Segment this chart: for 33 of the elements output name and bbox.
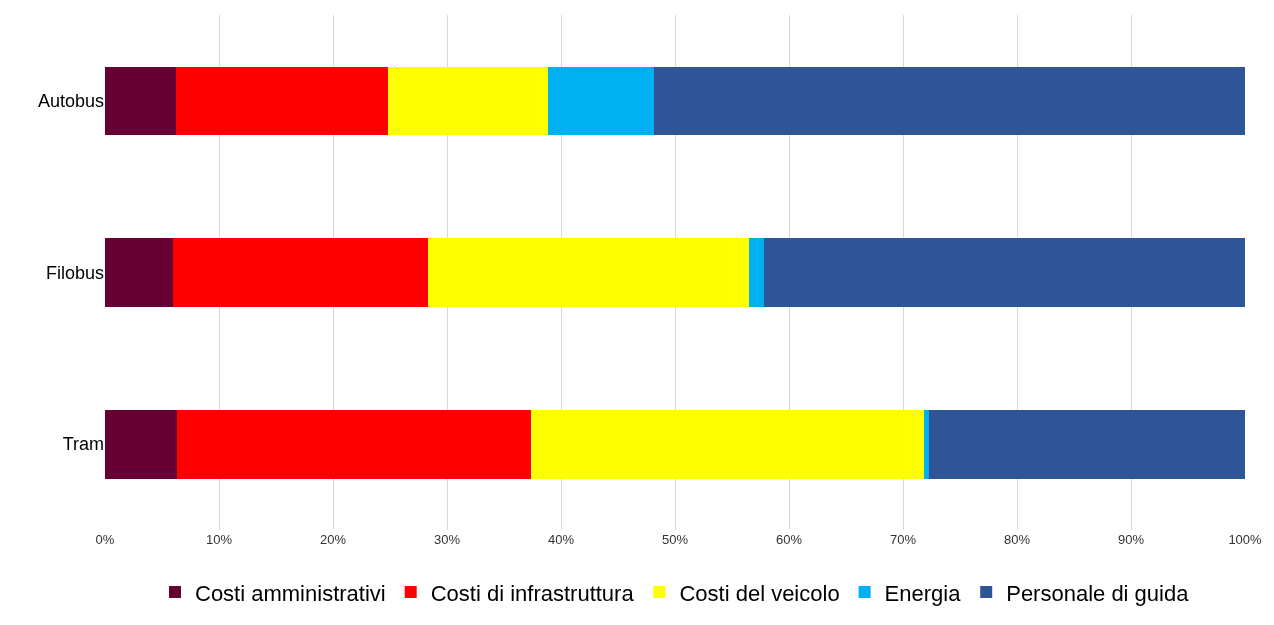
x-tick-label: 70%	[889, 532, 917, 547]
bar	[929, 409, 1245, 479]
x-tick-label: 50%	[661, 532, 689, 547]
legend-label: Personale di guida	[1006, 580, 1190, 606]
x-tick-label: 20%	[319, 532, 347, 547]
y-tick-label: Tram	[62, 434, 104, 455]
x-tick-label: 30%	[433, 532, 461, 547]
x-tick-label: 0%	[95, 532, 115, 547]
bar	[531, 409, 924, 479]
bar	[176, 409, 532, 479]
bar	[427, 238, 750, 307]
x-tick-label: 100%	[1228, 532, 1263, 547]
y-tick-label: Autobus	[37, 91, 104, 112]
legend-label: Energia	[884, 580, 962, 606]
bar	[105, 238, 174, 307]
bar	[749, 238, 764, 307]
x-tick-label: 60%	[775, 532, 803, 547]
bar	[105, 66, 176, 136]
x-tick-label: 10%	[205, 532, 233, 547]
legend-label: Costi di infrastruttura	[430, 580, 635, 606]
bar	[548, 66, 655, 136]
x-tick-label: 40%	[547, 532, 575, 547]
bar	[175, 66, 388, 136]
x-tick-label: 90%	[1117, 532, 1145, 547]
bar	[763, 238, 1245, 307]
bar	[105, 409, 177, 479]
bar	[654, 66, 1245, 136]
legend-label: Costi amministrativi	[195, 580, 386, 606]
x-tick-label: 80%	[1003, 532, 1031, 547]
y-tick-label: Filobus	[45, 262, 104, 283]
bar	[387, 66, 549, 136]
legend-label: Costi del veicolo	[679, 580, 840, 606]
bar	[173, 238, 428, 307]
